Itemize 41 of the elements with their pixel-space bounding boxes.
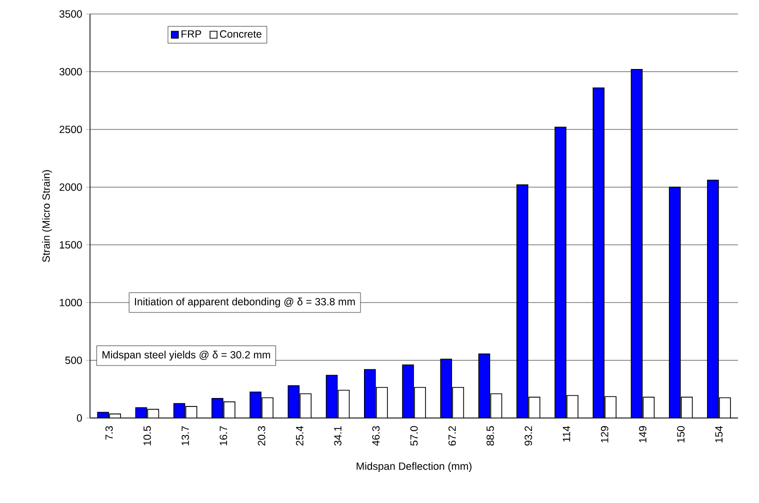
x-tick-label: 67.2	[448, 426, 456, 446]
y-tick-label: 1000	[60, 298, 82, 306]
x-tick-label: 10.5	[143, 426, 151, 446]
x-tick-label: 16.7	[220, 426, 228, 446]
bar	[516, 184, 528, 418]
y-tick-label: 1500	[60, 241, 82, 249]
x-tick-label: 154	[715, 426, 723, 442]
x-tick-label: 7.3	[105, 426, 113, 440]
x-tick-label: 93.2	[524, 426, 532, 446]
y-axis-title: Strain (Micro Strain)	[42, 170, 52, 262]
x-tick-label: 88.5	[486, 426, 494, 446]
y-tick-label: 500	[65, 356, 82, 364]
bar	[707, 180, 719, 418]
x-tick-label: 13.7	[182, 426, 190, 446]
x-tick-label: 129	[600, 426, 608, 442]
y-tick-label: 3500	[59, 10, 82, 18]
x-tick-label: 46.3	[372, 426, 380, 446]
legend-label: FRP	[182, 30, 202, 38]
x-tick-label: 34.1	[334, 426, 342, 446]
bar	[440, 359, 452, 418]
x-tick-label: 114	[562, 426, 570, 442]
bar	[326, 375, 338, 418]
legend-label: Concrete	[220, 30, 262, 38]
bar	[554, 127, 566, 418]
y-tick-label: 0	[76, 414, 82, 422]
bar	[669, 187, 680, 418]
annotation: Midspan steel yields @ δ = 30.2 mm	[102, 350, 270, 361]
bar	[631, 69, 642, 418]
x-tick-label: 20.3	[258, 426, 266, 446]
x-tick-label: 149	[639, 426, 646, 442]
y-tick-label: 3000	[59, 68, 82, 76]
bar	[288, 386, 300, 418]
x-axis-title: Midspan Deflection (mm)	[356, 462, 472, 472]
annotation: Initiation of apparent debonding @ δ = 33.8 mm	[135, 298, 355, 308]
x-tick-label: 57.0	[410, 426, 418, 446]
bar	[593, 88, 604, 418]
y-tick-label: 2500	[60, 126, 82, 134]
y-tick-label: 2000	[60, 183, 82, 191]
x-tick-label: 150	[677, 426, 685, 442]
x-tick-label: 25.4	[296, 426, 304, 446]
bar	[478, 354, 490, 418]
